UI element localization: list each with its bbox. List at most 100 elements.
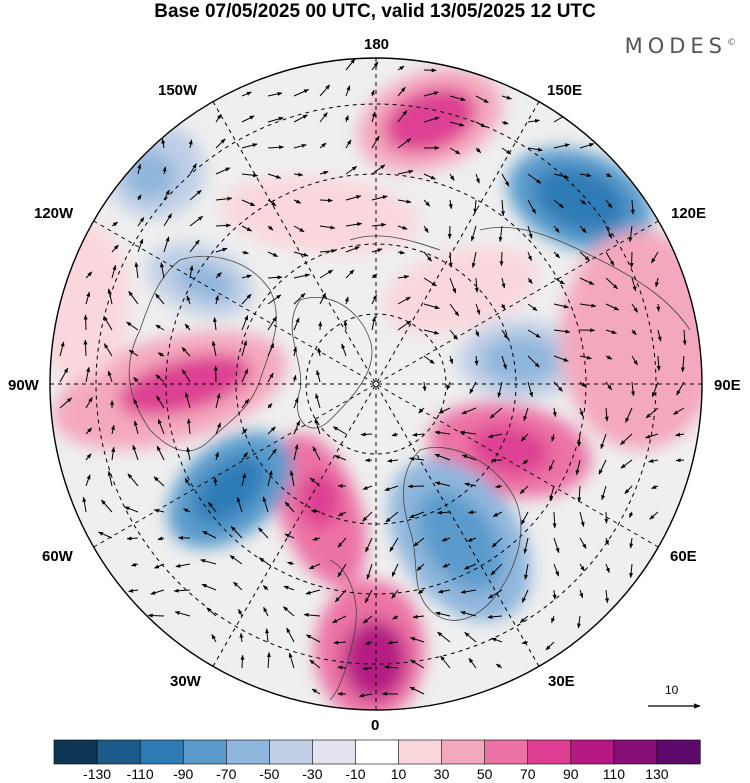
wind-vector	[371, 111, 376, 123]
wind-vector	[467, 537, 477, 542]
wind-vector	[334, 455, 347, 461]
wind-vector	[397, 274, 410, 279]
colorbar-swatch	[656, 739, 701, 765]
wind-vector	[552, 407, 557, 418]
colorbar-swatch	[269, 739, 313, 765]
wind-vector	[579, 589, 584, 599]
wind-vector	[397, 296, 411, 305]
wind-vector	[293, 292, 306, 305]
colorbar-swatch	[484, 739, 529, 765]
wind-vector	[629, 537, 634, 549]
wind-vector	[423, 116, 440, 123]
wind-vector	[107, 470, 113, 487]
wind-vector	[474, 277, 479, 293]
wind-vector	[389, 537, 399, 552]
wind-vector	[605, 173, 612, 178]
wind-vector	[132, 444, 139, 461]
wind-vector	[59, 397, 72, 409]
wind-vector	[332, 426, 347, 435]
wind-vector	[579, 225, 587, 233]
wind-vector	[501, 277, 506, 289]
wind-vector	[631, 329, 637, 336]
wind-vector	[412, 432, 425, 437]
wind-vector	[605, 277, 618, 290]
wind-vector	[317, 347, 322, 357]
wind-vector	[487, 433, 503, 439]
wind-vector	[423, 251, 432, 262]
wind-vector	[85, 427, 93, 435]
wind-vector	[523, 537, 529, 554]
anomaly-region	[300, 472, 340, 528]
wind-vector	[258, 557, 269, 565]
wind-vector	[211, 340, 217, 357]
wind-vector	[553, 537, 560, 554]
wind-vector	[267, 294, 282, 305]
wind-vector	[310, 509, 321, 514]
wind-vector	[283, 606, 295, 617]
wind-vector	[412, 614, 425, 619]
wind-vector	[435, 611, 451, 617]
colorbar-swatch	[613, 739, 658, 765]
lon-label-90e: 90E	[714, 377, 741, 394]
wind-vector	[391, 563, 399, 577]
wind-vector	[287, 561, 295, 566]
colorbar-tick-label: 90	[563, 766, 579, 782]
wind-vector	[680, 355, 685, 373]
lon-label-120e: 120E	[671, 205, 707, 222]
wind-vector	[241, 115, 255, 123]
wind-vector	[441, 537, 451, 542]
reference-vector-label: 10	[665, 683, 679, 697]
wind-vector	[645, 433, 659, 439]
wind-vector	[127, 473, 139, 487]
wind-vector	[397, 199, 412, 204]
colorbar	[53, 739, 701, 765]
wind-vector	[675, 458, 685, 463]
wind-vector	[345, 195, 362, 201]
anomaly-field	[50, 58, 702, 710]
colorbar-tick-label: -90	[173, 766, 194, 782]
copyright-mark: ©	[727, 38, 736, 48]
colorbar-tick-label: -130	[83, 766, 112, 782]
wind-vector	[440, 655, 451, 669]
wind-vector	[241, 274, 252, 279]
coastline	[128, 255, 277, 452]
wind-vector	[527, 277, 533, 284]
wind-vector	[186, 446, 191, 461]
wind-vector	[239, 632, 244, 643]
wind-vector	[501, 173, 510, 187]
wind-vector	[449, 277, 457, 294]
wind-vector	[319, 170, 329, 175]
wind-vector	[364, 589, 373, 604]
wind-vector	[492, 511, 503, 517]
wind-vector	[319, 269, 334, 279]
wind-vector	[625, 407, 633, 423]
wind-vector	[266, 652, 271, 669]
wind-vector	[371, 195, 388, 201]
wind-vector	[333, 640, 347, 645]
wind-vector	[461, 454, 477, 461]
wind-vector	[293, 317, 300, 331]
wind-vector	[163, 189, 170, 201]
wind-vector	[156, 395, 165, 409]
wind-vector	[655, 277, 659, 288]
wind-vector	[579, 355, 592, 360]
wind-vector	[651, 484, 659, 489]
colorbar-tick-label: 70	[519, 766, 536, 782]
wind-vector	[126, 536, 139, 541]
wind-vector	[631, 381, 636, 397]
colorbar-swatch	[570, 739, 615, 765]
wind-vector	[215, 196, 233, 201]
wind-vector	[303, 612, 321, 617]
wind-vector	[85, 396, 93, 409]
wind-vector	[672, 407, 685, 415]
wind-vector	[293, 114, 308, 123]
wind-vector	[175, 563, 191, 568]
wind-vector	[262, 496, 269, 513]
wind-vector	[233, 581, 243, 591]
wind-vector	[527, 225, 533, 239]
wind-vector	[215, 393, 221, 409]
wind-vector	[130, 562, 139, 567]
wind-vector	[604, 537, 609, 546]
colorbar-swatch	[96, 739, 141, 765]
